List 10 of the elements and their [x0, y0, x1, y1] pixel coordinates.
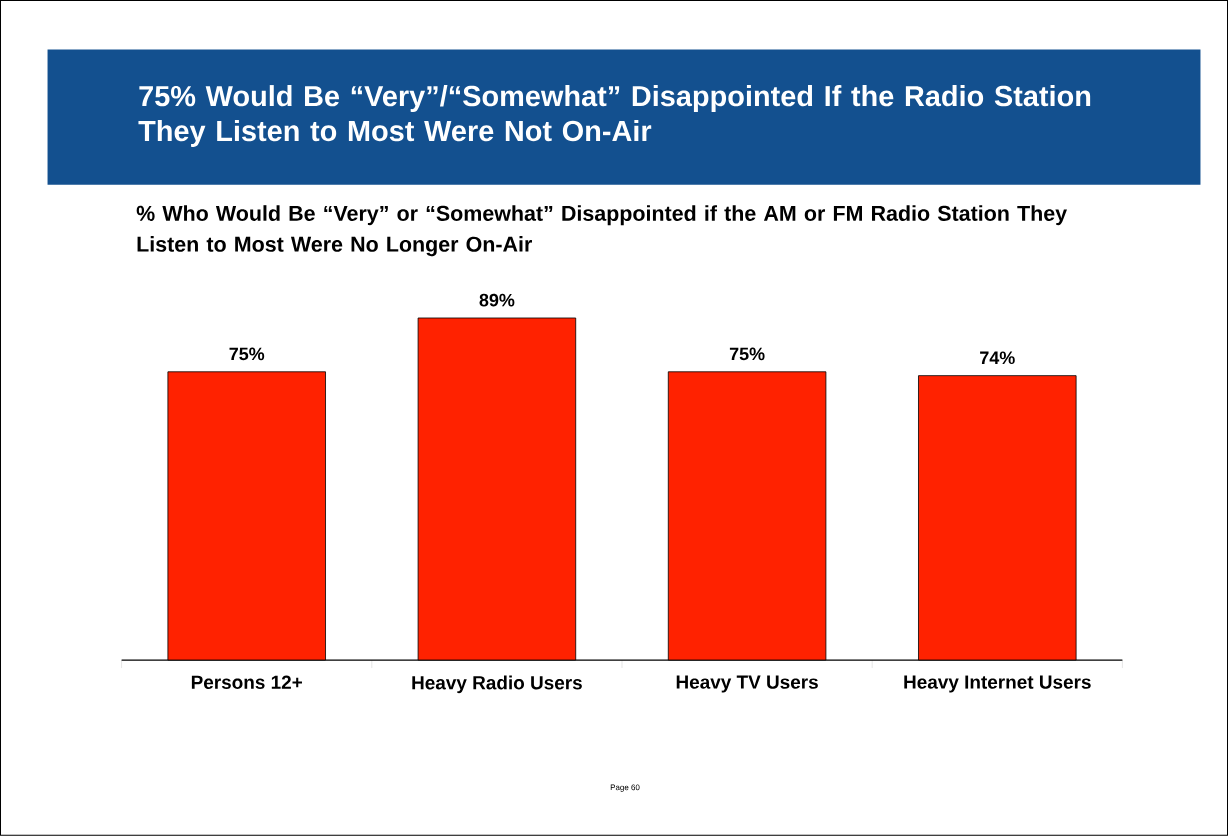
chart-subtitle: % Who Would Be “Very” or “Somewhat” Disappointed if the AM or FM Radio Station They Listen to Most Were No Longer On-Air: [136, 205, 1067, 257]
chart-title: 75% Would Be “Very”/“Somewhat” Disappointed If the Radio Station They Listen to Most Were Not On-Air: [138, 85, 1091, 148]
data-label: 74%: [980, 351, 1015, 365]
data-label: 89%: [479, 293, 515, 307]
data-label: 75%: [229, 347, 265, 361]
x-tick-label: Heavy TV Users: [676, 675, 818, 693]
x-tick-label: Heavy Internet Users: [904, 675, 1091, 693]
x-tick-label: Persons 12+: [191, 675, 302, 690]
data-label: 75%: [729, 347, 765, 361]
x-tick-label: Heavy Radio Users: [412, 675, 582, 694]
